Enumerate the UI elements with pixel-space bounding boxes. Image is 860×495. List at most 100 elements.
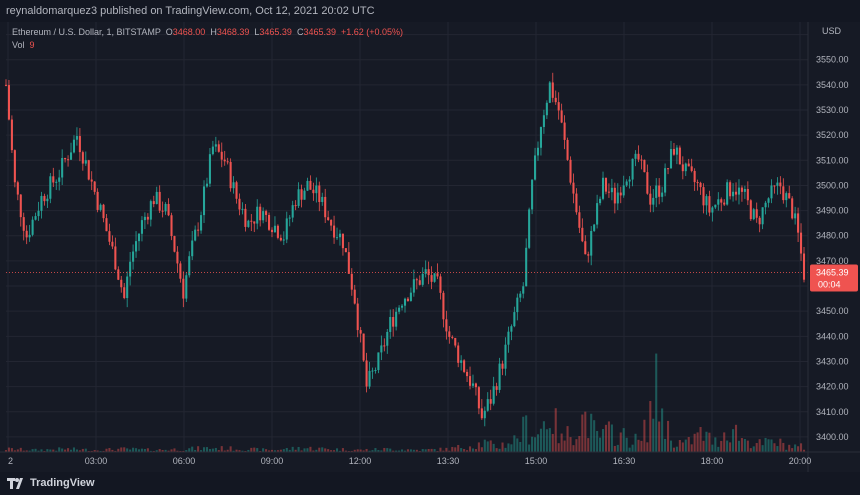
candle-body [548,82,551,103]
candle-body [377,352,380,371]
candle-body [205,183,209,187]
candle-body [776,182,779,186]
volume-bar [10,448,13,452]
volume-bar [194,449,197,452]
volume-bar [93,450,96,452]
candle-body [752,209,755,220]
candle-body [474,383,477,388]
candle-body [755,209,758,218]
volume-bar [22,450,25,452]
volume-bar [395,450,398,452]
volume-bar [590,413,593,452]
price-chart[interactable]: 3400.00 3410.00 3420.00 3430.00 3440.00 3450.… [0,22,860,472]
tradingview-logo[interactable]: TradingView [7,477,95,489]
candle-body [341,233,344,249]
candle-body [270,229,274,233]
volume-bar [392,450,395,452]
volume-bar [551,433,554,452]
volume-bar [483,439,486,452]
candle-body [684,163,687,172]
candle-body [294,205,297,207]
volume-bar [516,438,519,452]
volume-bar [40,449,43,452]
candle-body [84,160,87,164]
candle-body [628,179,631,182]
volume-bar [616,444,619,452]
volume-bar [58,447,61,452]
volume-bar [25,450,28,452]
candle-body [120,279,123,288]
volume-bar [4,450,8,452]
x-tick-label: 2 [8,456,13,466]
volume-bar [690,444,693,452]
candle-body [773,185,776,187]
high-label: H [210,27,217,37]
y-tick-label: 3540.00 [816,80,849,90]
volume-bar [785,449,788,452]
volume-bar [726,440,729,452]
candle-body [371,370,374,372]
candle-body [714,204,717,208]
volume-bar [37,450,40,452]
candle-body [590,230,593,256]
volume-bar [699,427,702,452]
candle-body [749,200,752,220]
price-tag-countdown: 00:04 [818,279,841,289]
candle-body [637,153,640,160]
y-tick-label: 3510.00 [816,155,849,165]
volume-bar [229,446,232,452]
candle-body [531,179,534,210]
volume-bar [401,449,404,452]
volume-bar [652,418,655,452]
candle-body [123,287,126,299]
chart-background [0,22,860,472]
candle-body [516,297,519,313]
volume-bar [587,438,590,452]
candle-body [415,279,418,281]
volume-bar [542,421,545,452]
volume-bar [791,448,794,452]
volume-bar [661,408,664,452]
candle-body [418,280,421,285]
candle-body [276,225,279,238]
candle-body [634,153,637,159]
candle-body [55,181,58,183]
volume-bar [460,448,463,452]
candle-body [664,168,667,193]
candle-body [613,187,616,204]
candle-body [610,187,613,193]
candle-body [578,212,581,228]
volume-bar [132,447,135,452]
candle-body [327,217,330,220]
volume-label: Vol [12,40,25,50]
volume-bar [681,442,684,452]
volume-bar [669,440,673,452]
candle-body [607,191,610,193]
candle-body [539,127,542,148]
volume-bar [223,450,226,452]
volume-bar [285,447,288,452]
candle-body [347,252,350,274]
candle-body [96,191,99,210]
volume-bar [457,444,460,452]
volume-bar [764,437,767,452]
volume-bar [409,449,412,452]
volume-bar [575,439,578,452]
candle-body [223,159,226,162]
candle-body [4,84,8,86]
volume-bar [486,441,489,452]
candle-body [551,82,554,98]
candle-body [675,147,678,155]
volume-bar [7,447,10,452]
volume-bar [315,449,318,452]
candle-body [696,182,699,184]
volume-bar [217,450,220,452]
volume-bar [383,447,386,452]
candle-body [61,158,64,178]
candle-body [170,215,173,237]
volume-bar [702,440,705,452]
candle-body [687,163,690,167]
candle-body [318,185,321,203]
candle-body [359,330,362,334]
volume-bar [149,450,152,452]
